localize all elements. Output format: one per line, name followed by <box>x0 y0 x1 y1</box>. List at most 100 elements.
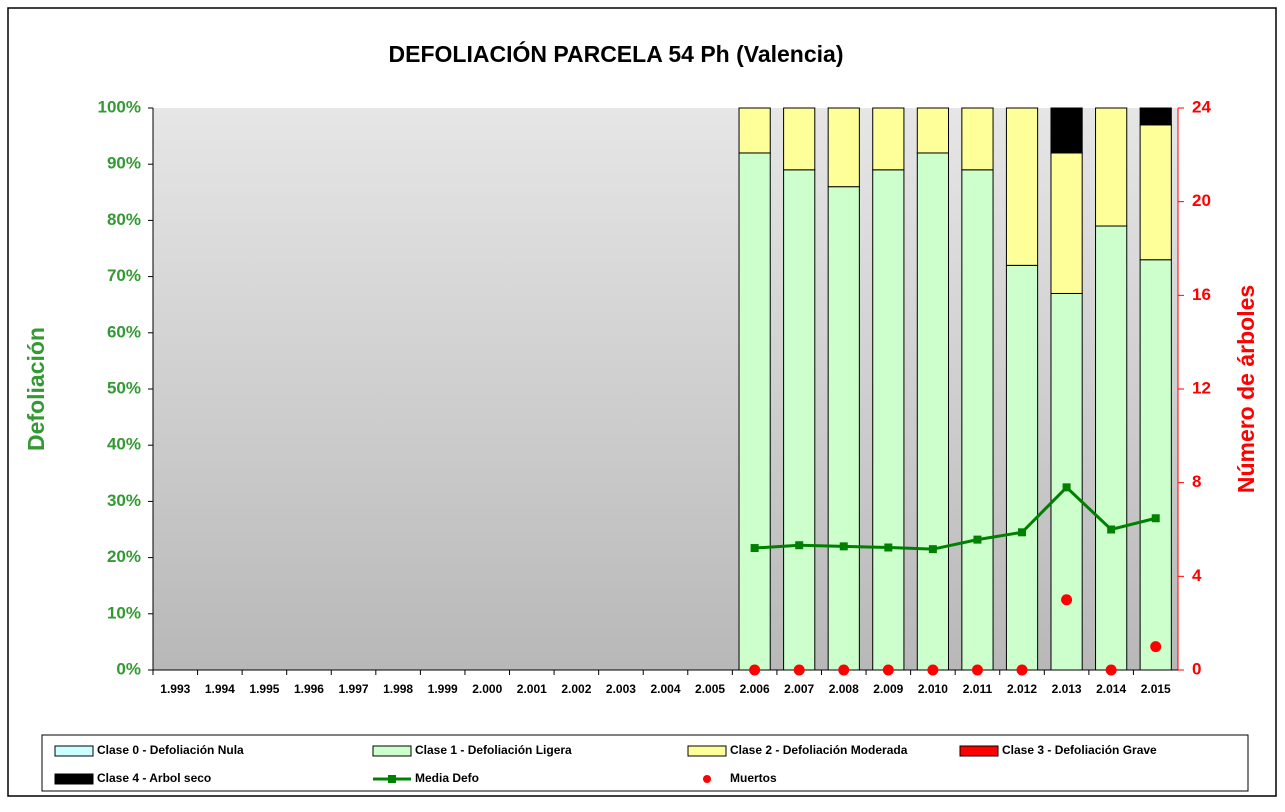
x-tick-label: 2.010 <box>918 682 948 696</box>
y-tick-label: 20% <box>107 547 141 566</box>
line-marker <box>1018 528 1027 537</box>
y-tick-label: 70% <box>107 266 141 285</box>
bar-segment <box>916 107 949 154</box>
line-marker <box>1062 483 1071 492</box>
point <box>927 664 939 676</box>
legend-swatch <box>54 773 94 785</box>
y2-tick-label: 24 <box>1192 97 1211 116</box>
legend-label: Clase 1 - Defoliación Ligera <box>415 743 572 757</box>
y2-axis-title: Número de árboles <box>1233 285 1259 493</box>
x-tick-label: 2.011 <box>963 682 993 696</box>
bar-segment <box>1050 292 1083 671</box>
x-tick-label: 1.999 <box>428 682 458 696</box>
bar-segment <box>738 107 771 154</box>
bar-segment <box>1005 264 1039 671</box>
point <box>882 664 894 676</box>
y-tick-label: 100% <box>98 97 141 116</box>
point <box>1150 641 1162 653</box>
bar-segment <box>827 186 860 671</box>
bar-segment <box>1005 107 1039 266</box>
x-tick-label: 1.998 <box>383 682 413 696</box>
y2-tick-label: 8 <box>1192 472 1201 491</box>
y-tick-label: 0% <box>116 659 141 678</box>
y2-tick-label: 0 <box>1192 659 1201 678</box>
x-tick-label: 1.997 <box>339 682 369 696</box>
y-tick-label: 50% <box>107 378 141 397</box>
point <box>971 664 983 676</box>
line-marker <box>928 545 937 554</box>
bar-segment <box>827 107 860 188</box>
x-tick-label: 2.007 <box>784 682 814 696</box>
x-tick-label: 2.004 <box>650 682 680 696</box>
bar-segment <box>1050 152 1083 294</box>
legend-label: Clase 2 - Defoliación Moderada <box>730 743 908 757</box>
x-tick-label: 2.009 <box>873 682 903 696</box>
y-tick-label: 60% <box>107 322 141 341</box>
line <box>754 485 1157 551</box>
x-tick-label: 2.000 <box>472 682 502 696</box>
line-marker <box>884 543 893 552</box>
legend-swatch <box>959 745 999 757</box>
legend-label: Clase 3 - Defoliación Grave <box>1002 743 1157 757</box>
y-tick-label: 90% <box>107 154 141 173</box>
x-tick-label: 2.008 <box>829 682 859 696</box>
point <box>793 664 805 676</box>
legend-label: Clase 0 - Defoliación Nula <box>97 743 244 757</box>
point <box>1061 594 1073 606</box>
y-tick-label: 10% <box>107 603 141 622</box>
y2-tick-label: 16 <box>1192 285 1211 304</box>
point <box>1105 664 1117 676</box>
x-tick-label: 2.003 <box>606 682 636 696</box>
x-tick-label: 1.996 <box>294 682 324 696</box>
bar-segment <box>1139 124 1172 261</box>
bar-segment <box>961 169 994 671</box>
line-marker <box>973 535 982 544</box>
bar-segment <box>1139 107 1172 126</box>
bar-segment <box>1095 107 1128 227</box>
bar-segment <box>738 152 771 671</box>
point <box>749 664 761 676</box>
x-tick-label: 1.993 <box>160 682 190 696</box>
bar-segment <box>872 107 905 171</box>
bar-segment <box>1095 225 1128 671</box>
legend <box>41 734 1249 792</box>
bar-segment <box>916 152 949 671</box>
y-tick-label: 40% <box>107 435 141 454</box>
line-marker <box>795 541 804 550</box>
point <box>1016 664 1028 676</box>
bar-segment <box>872 169 905 671</box>
x-tick-label: 2.014 <box>1096 682 1126 696</box>
line-marker <box>839 542 848 551</box>
line-marker <box>750 544 759 553</box>
x-tick-label: 2.001 <box>517 682 547 696</box>
x-tick-label: 1.994 <box>205 682 235 696</box>
legend-swatch <box>54 745 94 757</box>
bar-segment <box>1139 259 1172 671</box>
x-tick-label: 2.006 <box>740 682 770 696</box>
bar-segment <box>961 107 994 171</box>
point <box>838 664 850 676</box>
x-tick-label: 2.013 <box>1052 682 1082 696</box>
legend-swatch <box>687 745 727 757</box>
y2-tick-label: 20 <box>1192 191 1211 210</box>
bar-segment <box>1050 107 1083 154</box>
legend-label: Media Defo <box>415 771 479 785</box>
x-tick-label: 2.005 <box>695 682 725 696</box>
legend-swatch <box>703 775 711 783</box>
bar-segment <box>783 169 816 671</box>
legend-label: Muertos <box>730 771 777 785</box>
legend-swatch <box>372 745 412 757</box>
bar-segment <box>783 107 816 171</box>
y-axis-title: Defoliación <box>23 327 49 451</box>
legend-label: Clase 4 - Arbol seco <box>97 771 211 785</box>
x-tick-label: 2.015 <box>1141 682 1171 696</box>
x-tick-label: 2.002 <box>561 682 591 696</box>
y2-tick-label: 12 <box>1192 378 1211 397</box>
y-tick-label: 30% <box>107 491 141 510</box>
y2-tick-label: 4 <box>1192 566 1202 585</box>
x-tick-label: 1.995 <box>249 682 279 696</box>
x-tick-label: 2.012 <box>1007 682 1037 696</box>
chart-title: DEFOLIACIÓN PARCELA 54 Ph (Valencia) <box>389 40 844 67</box>
